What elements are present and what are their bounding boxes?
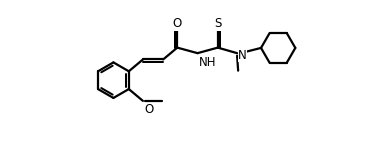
Text: N: N [238, 49, 247, 62]
Text: S: S [214, 17, 222, 31]
Text: O: O [173, 17, 182, 31]
Text: O: O [145, 103, 154, 116]
Text: NH: NH [199, 56, 217, 69]
